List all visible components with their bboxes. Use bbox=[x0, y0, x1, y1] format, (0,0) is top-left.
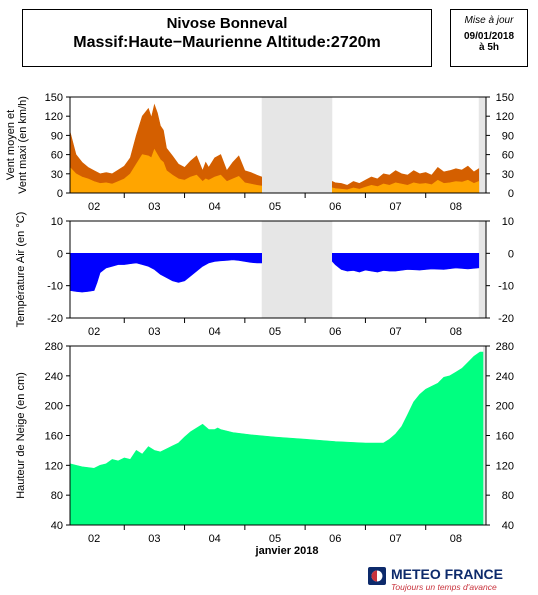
temperature-ytick-label-left-3: 10 bbox=[51, 216, 63, 228]
snow-xtick-label-6: 08 bbox=[450, 533, 462, 545]
update-time: à 5h bbox=[478, 42, 499, 53]
snow-xtick-label-5: 07 bbox=[389, 533, 401, 545]
wind-xtick-label-0: 02 bbox=[88, 201, 100, 213]
wind-ytick-label-right-5: 150 bbox=[496, 92, 514, 104]
wind-series-1-segment-0 bbox=[69, 148, 262, 194]
wind-ytick-label-right-1: 30 bbox=[502, 169, 514, 181]
snow-ytick-label-right-0: 40 bbox=[502, 520, 514, 532]
snow-ytick-label-right-6: 280 bbox=[496, 341, 514, 353]
snow-series-0-segment-0 bbox=[69, 351, 484, 526]
meteo-france-logo: METEO FRANCE Toujours un temps d'avance bbox=[368, 566, 534, 592]
wind-xtick-label-3: 05 bbox=[269, 201, 281, 213]
wind-plot-frame bbox=[69, 96, 487, 194]
wind-xtick-label-2: 04 bbox=[209, 201, 221, 213]
temperature-xtick-label-4: 06 bbox=[329, 326, 341, 338]
wind-missing-range-1 bbox=[478, 97, 486, 193]
snow-xtick-label-1: 03 bbox=[148, 533, 160, 545]
temperature-ytick-label-right-3: 10 bbox=[502, 216, 514, 228]
snow-ytick-label-left-5: 240 bbox=[45, 371, 63, 383]
temperature-xtick-label-5: 07 bbox=[389, 326, 401, 338]
snow-ytick-label-left-3: 160 bbox=[45, 431, 63, 443]
temperature-ytick-label-left-2: 0 bbox=[57, 248, 63, 260]
snow-xtick-label-2: 04 bbox=[209, 533, 221, 545]
wind-xtick-label-4: 06 bbox=[329, 201, 341, 213]
massif-altitude: Massif:Haute−Maurienne Altitude:2720m bbox=[73, 34, 381, 51]
temperature-missing-range-1 bbox=[478, 221, 486, 318]
temperature-ytick-label-right-2: 0 bbox=[508, 248, 514, 260]
temperature-xtick-label-1: 03 bbox=[148, 326, 160, 338]
update-date: 09/01/2018 bbox=[463, 31, 515, 42]
wind-ytick-label-left-4: 120 bbox=[45, 111, 63, 123]
temperature-xtick-label-0: 02 bbox=[88, 326, 100, 338]
snow-ytick-label-right-2: 120 bbox=[496, 460, 514, 472]
wind-ylabel-line-0: Vent moyen et bbox=[5, 110, 17, 180]
snow-xlabel: janvier 2018 bbox=[255, 545, 319, 557]
wind-ytick-label-left-2: 60 bbox=[51, 150, 63, 162]
wind-ytick-label-right-2: 60 bbox=[502, 150, 514, 162]
wind-ytick-label-left-3: 90 bbox=[51, 130, 63, 142]
wind-xtick-label-5: 07 bbox=[389, 201, 401, 213]
snow-ytick-label-left-1: 80 bbox=[51, 490, 63, 502]
temperature-xtick-label-3: 05 bbox=[269, 326, 281, 338]
chart-title-box: Nivose Bonneval Massif:Haute−Maurienne A… bbox=[22, 9, 432, 67]
snow-ytick-label-right-1: 80 bbox=[502, 490, 514, 502]
wind-ytick-label-right-0: 0 bbox=[508, 188, 514, 200]
wind-xtick-label-1: 03 bbox=[148, 201, 160, 213]
wind-ylabel-line-1: Vent maxi (en km/h) bbox=[17, 96, 29, 194]
wind-missing-range-0 bbox=[261, 97, 333, 193]
update-box: Mise à jour 09/01/2018 à 5h bbox=[450, 9, 528, 67]
brand-slogan: Toujours un temps d'avance bbox=[391, 582, 497, 592]
wind-series-1-segment-1 bbox=[332, 179, 480, 194]
wind-ytick-label-right-3: 90 bbox=[502, 130, 514, 142]
snow-ytick-label-right-4: 200 bbox=[496, 401, 514, 413]
snow-ylabel-line-0: Hauteur de Neige (en cm) bbox=[15, 372, 27, 499]
temperature-series-0-segment-1 bbox=[332, 253, 480, 273]
temperature-plot-frame bbox=[69, 220, 487, 319]
snow-xtick-label-4: 06 bbox=[329, 533, 341, 545]
temperature-xtick-label-6: 08 bbox=[450, 326, 462, 338]
snow-missing-range-0 bbox=[482, 346, 486, 525]
wind-ytick-label-left-0: 0 bbox=[57, 188, 63, 200]
snow-ytick-label-left-2: 120 bbox=[45, 460, 63, 472]
station-name: Nivose Bonneval bbox=[166, 15, 288, 32]
temperature-xtick-label-2: 04 bbox=[209, 326, 221, 338]
snow-ytick-label-right-5: 240 bbox=[496, 371, 514, 383]
temperature-series-0-segment-0 bbox=[69, 253, 262, 293]
snow-ytick-label-left-6: 280 bbox=[45, 341, 63, 353]
wind-ytick-label-left-1: 30 bbox=[51, 169, 63, 181]
temperature-ylabel-line-0: Température Air (en °C) bbox=[15, 212, 27, 328]
snow-ytick-label-left-4: 200 bbox=[45, 401, 63, 413]
temperature-ytick-label-right-1: -10 bbox=[498, 281, 514, 293]
wind-xtick-label-6: 08 bbox=[450, 201, 462, 213]
wind-series-0-segment-0 bbox=[69, 103, 262, 194]
snow-ytick-label-left-0: 40 bbox=[51, 520, 63, 532]
snow-xtick-label-0: 02 bbox=[88, 533, 100, 545]
snow-xtick-label-3: 05 bbox=[269, 533, 281, 545]
wind-ytick-label-right-4: 120 bbox=[496, 111, 514, 123]
temperature-ytick-label-left-1: -10 bbox=[47, 281, 63, 293]
update-label: Mise à jour bbox=[464, 15, 514, 26]
temperature-missing-range-0 bbox=[261, 221, 333, 318]
temperature-ytick-label-left-0: -20 bbox=[47, 313, 63, 325]
wind-ytick-label-left-5: 150 bbox=[45, 92, 63, 104]
brand-name: METEO FRANCE bbox=[391, 566, 503, 582]
snow-ytick-label-right-3: 160 bbox=[496, 431, 514, 443]
meteo-france-logo-icon bbox=[368, 567, 386, 585]
temperature-ytick-label-right-0: -20 bbox=[498, 313, 514, 325]
